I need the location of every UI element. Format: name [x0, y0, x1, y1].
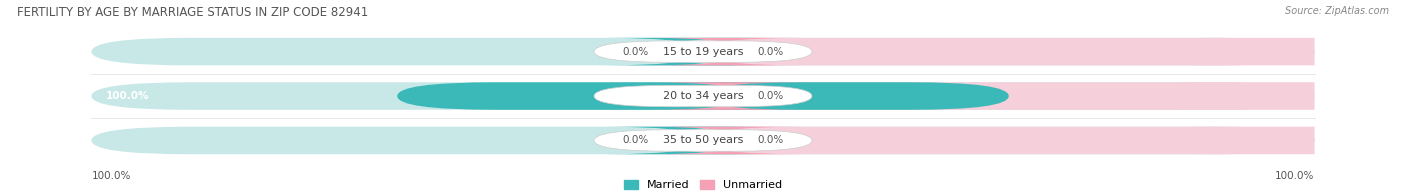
- Text: 100.0%: 100.0%: [105, 91, 149, 101]
- FancyBboxPatch shape: [703, 127, 1315, 154]
- Text: 100.0%: 100.0%: [91, 171, 131, 181]
- FancyBboxPatch shape: [605, 38, 759, 65]
- FancyBboxPatch shape: [593, 85, 813, 107]
- FancyBboxPatch shape: [703, 82, 1315, 110]
- FancyBboxPatch shape: [91, 127, 1315, 154]
- Text: 0.0%: 0.0%: [756, 135, 783, 145]
- FancyBboxPatch shape: [647, 127, 801, 154]
- FancyBboxPatch shape: [593, 41, 813, 62]
- FancyBboxPatch shape: [593, 130, 813, 151]
- FancyBboxPatch shape: [703, 38, 1315, 65]
- Text: 0.0%: 0.0%: [623, 135, 650, 145]
- FancyBboxPatch shape: [647, 38, 801, 65]
- Legend: Married, Unmarried: Married, Unmarried: [624, 180, 782, 191]
- FancyBboxPatch shape: [91, 38, 1315, 65]
- FancyBboxPatch shape: [396, 82, 1010, 110]
- FancyBboxPatch shape: [1116, 38, 1315, 65]
- FancyBboxPatch shape: [605, 127, 759, 154]
- Text: 20 to 34 years: 20 to 34 years: [662, 91, 744, 101]
- FancyBboxPatch shape: [647, 82, 801, 110]
- FancyBboxPatch shape: [1116, 127, 1315, 154]
- Text: FERTILITY BY AGE BY MARRIAGE STATUS IN ZIP CODE 82941: FERTILITY BY AGE BY MARRIAGE STATUS IN Z…: [17, 6, 368, 19]
- Text: 100.0%: 100.0%: [1275, 171, 1315, 181]
- FancyBboxPatch shape: [1116, 82, 1315, 110]
- Text: 0.0%: 0.0%: [623, 47, 650, 57]
- Text: Source: ZipAtlas.com: Source: ZipAtlas.com: [1285, 6, 1389, 16]
- Text: 35 to 50 years: 35 to 50 years: [662, 135, 744, 145]
- Text: 0.0%: 0.0%: [756, 47, 783, 57]
- Text: 15 to 19 years: 15 to 19 years: [662, 47, 744, 57]
- Text: 0.0%: 0.0%: [756, 91, 783, 101]
- FancyBboxPatch shape: [91, 82, 1315, 110]
